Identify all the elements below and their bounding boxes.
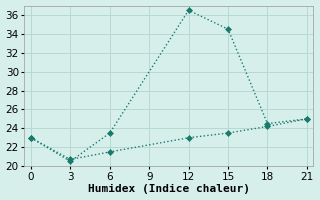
X-axis label: Humidex (Indice chaleur): Humidex (Indice chaleur) [88, 184, 250, 194]
